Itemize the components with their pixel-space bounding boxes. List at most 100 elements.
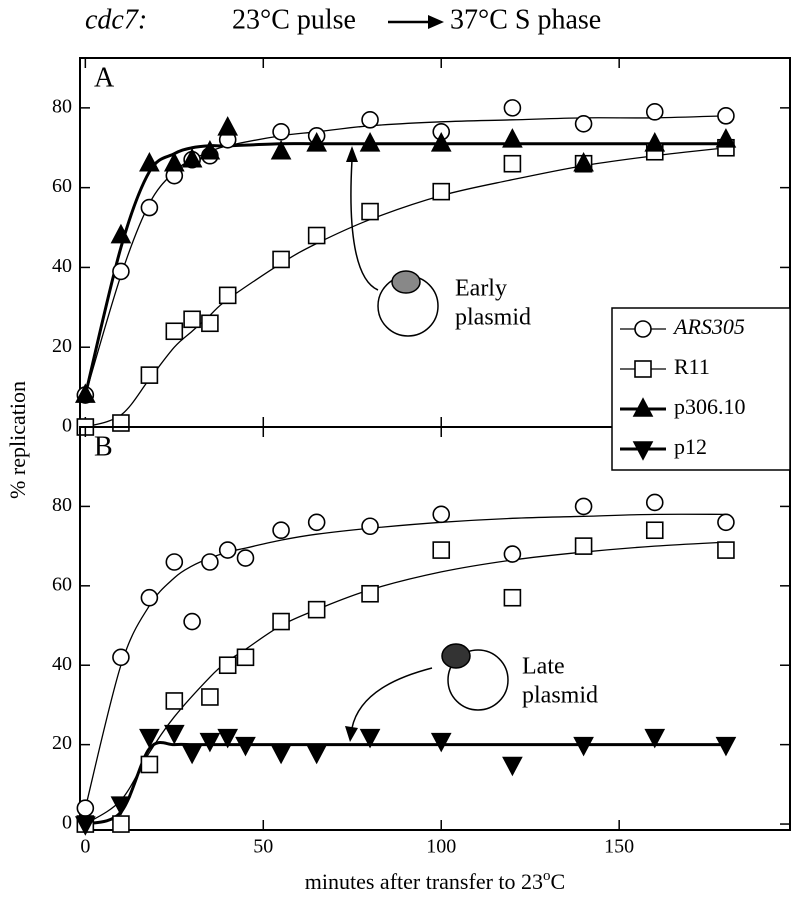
marker xyxy=(272,250,290,269)
marker xyxy=(110,796,132,816)
y-tick-label: 80 xyxy=(52,494,72,516)
marker xyxy=(181,148,203,168)
marker xyxy=(75,383,96,403)
marker xyxy=(574,537,593,555)
marker xyxy=(235,736,256,757)
marker xyxy=(432,541,451,559)
marker xyxy=(165,553,184,571)
annotation-arrowhead xyxy=(346,146,358,162)
marker xyxy=(236,648,255,667)
marker xyxy=(139,152,160,172)
x-tick-label: 50 xyxy=(253,836,273,858)
marker xyxy=(112,815,130,833)
plot-frame xyxy=(79,426,791,831)
legend-label: p12 xyxy=(674,434,707,459)
y-tick-label: 40 xyxy=(52,255,72,277)
marker xyxy=(218,656,237,675)
legend-marker xyxy=(632,397,654,417)
marker xyxy=(110,223,132,244)
marker xyxy=(573,736,594,757)
annotation-arrow xyxy=(351,667,433,729)
marker xyxy=(503,588,522,607)
legend-label: p306.10 xyxy=(674,394,746,419)
marker xyxy=(140,588,159,607)
marker xyxy=(502,756,523,777)
x-label-main: minutes after transfer to 23 xyxy=(305,869,543,894)
marker xyxy=(502,128,523,148)
marker xyxy=(199,732,221,753)
marker xyxy=(218,541,237,559)
annotation-arrowhead xyxy=(345,726,358,742)
marker xyxy=(359,132,381,152)
legend-marker xyxy=(634,360,652,378)
marker xyxy=(201,688,219,706)
marker xyxy=(503,545,522,563)
marker xyxy=(361,584,379,603)
marker xyxy=(270,744,292,765)
marker xyxy=(112,414,130,432)
marker xyxy=(183,612,201,631)
marker xyxy=(644,132,666,152)
marker xyxy=(183,310,201,329)
marker xyxy=(645,493,664,512)
marker xyxy=(573,152,594,172)
x-axis-label: minutes after transfer to 23oC xyxy=(305,868,565,894)
legend-marker xyxy=(632,441,654,461)
marker xyxy=(201,314,219,333)
fit-curve xyxy=(84,741,726,826)
marker xyxy=(75,816,96,836)
y-axis-label: % replication xyxy=(5,381,30,499)
marker xyxy=(270,140,292,160)
marker xyxy=(432,505,451,524)
origin-icon xyxy=(441,643,471,669)
plasmid-icon xyxy=(447,649,509,711)
y-tick-label: 0 xyxy=(62,415,72,437)
marker xyxy=(140,366,159,384)
marker xyxy=(503,154,522,173)
panel-label: B xyxy=(94,431,113,462)
marker xyxy=(432,182,451,201)
annotation: plasmid xyxy=(522,683,598,709)
marker xyxy=(163,152,185,172)
panel-label: A xyxy=(94,62,115,93)
marker xyxy=(272,521,290,540)
marker xyxy=(307,226,326,245)
x-tick-label: 100 xyxy=(426,836,456,858)
marker xyxy=(112,648,130,667)
y-tick-label: 0 xyxy=(62,812,72,834)
marker xyxy=(201,553,219,571)
marker xyxy=(272,123,290,141)
marker xyxy=(717,107,735,125)
x-tick-label: 0 xyxy=(80,836,90,858)
annotation: Late xyxy=(522,654,565,680)
marker xyxy=(503,99,522,117)
title-pulse: 23°C pulse xyxy=(232,4,356,35)
marker xyxy=(717,513,735,532)
marker xyxy=(140,755,159,774)
y-tick-label: 60 xyxy=(52,573,72,595)
x-label-unit: C xyxy=(551,869,566,894)
marker xyxy=(218,286,237,305)
marker xyxy=(361,517,379,536)
y-tick-label: 20 xyxy=(52,732,72,754)
title-arrowhead xyxy=(428,15,444,29)
marker xyxy=(217,116,239,136)
legend-label: R11 xyxy=(674,354,710,379)
marker xyxy=(644,728,666,749)
marker xyxy=(645,103,664,121)
marker xyxy=(140,198,159,217)
marker xyxy=(306,744,327,765)
marker xyxy=(715,736,737,757)
marker xyxy=(112,262,130,281)
marker xyxy=(272,612,290,631)
legend-marker xyxy=(634,320,652,338)
marker xyxy=(307,513,326,532)
marker xyxy=(139,728,160,749)
origin-icon xyxy=(391,270,421,294)
marker xyxy=(236,549,255,567)
x-label-sup: o xyxy=(543,868,551,884)
x-tick-label: 150 xyxy=(604,836,634,858)
marker xyxy=(217,728,239,749)
y-tick-label: 60 xyxy=(52,175,72,197)
